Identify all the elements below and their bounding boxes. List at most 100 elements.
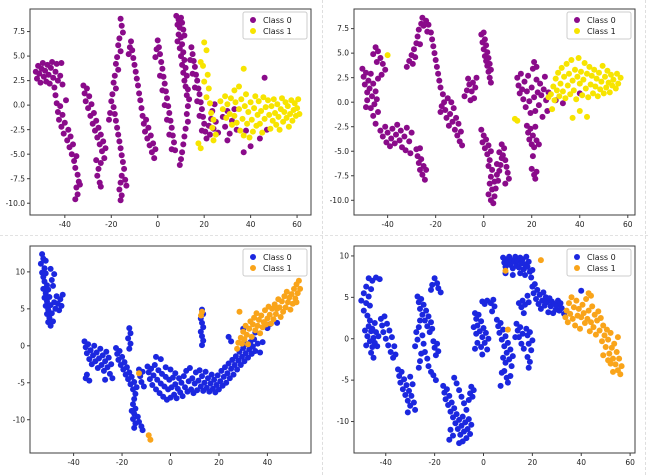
scatter-point (46, 294, 53, 300)
scatter-point (361, 81, 368, 88)
scatter-point (568, 294, 575, 301)
scatter-plot-top-left: -40 -20 0 20 40 60 7.5 5.0 2.5 0.0 -2.5 -5.0 -7.5 -10… (0, 0, 324, 237)
scatter-point (529, 337, 536, 344)
scatter-point (70, 141, 76, 148)
scatter-point (271, 301, 278, 308)
scatter-point (45, 286, 52, 293)
scatter-point (512, 334, 519, 341)
scatter-point (445, 122, 452, 129)
scatter-point (508, 363, 515, 370)
scatter-point (380, 329, 387, 336)
scatter-point (520, 310, 527, 317)
scatter-point (567, 91, 574, 98)
scatter-point (459, 413, 466, 420)
y-tick-label: -10.0 (330, 196, 350, 205)
scatter-point (425, 21, 432, 28)
scatter-point (42, 67, 49, 74)
scatter-point (57, 103, 64, 110)
scatter-point (588, 72, 595, 79)
scatter-point (294, 105, 301, 112)
scatter-point (179, 149, 186, 156)
scatter-point (182, 384, 188, 391)
scatter-point (225, 360, 232, 367)
scatter-point (295, 277, 302, 284)
scatter-point (223, 379, 230, 386)
scatter-point (52, 68, 59, 75)
scatter-point (59, 111, 66, 118)
scatter-point (375, 333, 382, 340)
scatter-point (402, 392, 409, 398)
scatter-point (256, 135, 263, 142)
y-tick-label: 2.5 (13, 76, 25, 85)
scatter-point (473, 330, 480, 337)
scatter-point (569, 77, 576, 84)
scatter-point (147, 132, 154, 139)
scatter-point (201, 120, 208, 127)
scatter-point (617, 74, 624, 81)
scatter-point (420, 301, 427, 308)
x-tick-label: 20 (527, 220, 537, 229)
scatter-point (233, 119, 240, 126)
scatter-point (540, 86, 547, 93)
scatter-point (122, 176, 129, 183)
legend-box (242, 11, 308, 40)
scatter-point (266, 111, 273, 118)
scatter-point (444, 95, 451, 102)
scatter-point (179, 19, 186, 26)
scatter-point (213, 382, 220, 388)
scatter-point (615, 80, 622, 87)
scatter-point (583, 296, 590, 302)
x-tick-label: -40 (381, 220, 393, 229)
scatter-point (526, 358, 533, 365)
x-tick-label: 20 (214, 458, 224, 467)
scatter-point (500, 354, 507, 361)
scatter-point (382, 335, 389, 342)
scatter-point (201, 39, 208, 46)
scatter-point (364, 312, 371, 319)
scatter-point (570, 304, 577, 311)
scatter-point (499, 152, 506, 159)
scatter-point (610, 76, 617, 83)
scatter-point (479, 334, 486, 341)
scatter-point (133, 384, 140, 391)
legend-marker (574, 28, 580, 34)
scatter-point (118, 192, 125, 199)
scatter-point (406, 138, 413, 145)
scatter-point (116, 348, 123, 354)
scatter-point (44, 298, 50, 305)
scatter-point (608, 71, 614, 78)
scatter-point (375, 109, 381, 115)
scatter-point (269, 117, 276, 124)
scatter-plot-bottom-left: -40 -20 0 20 40 10 5 0 -5 -10 Class 0 Class 1 (0, 237, 324, 475)
scatter-point (283, 114, 290, 121)
scatter-point (201, 379, 208, 386)
scatter-point (392, 351, 399, 358)
scatter-point (366, 85, 373, 92)
scatter-point (203, 135, 210, 142)
scatter-point (478, 126, 485, 133)
scatter-point (401, 376, 408, 383)
scatter-point (463, 87, 470, 94)
scatter-point (448, 99, 455, 106)
scatter-point (468, 421, 475, 428)
scatter-point (34, 75, 40, 82)
scatter-point (474, 339, 481, 346)
scatter-point (119, 353, 126, 360)
scatter-point (54, 77, 61, 84)
scatter-point (486, 60, 493, 67)
scatter-point (235, 357, 242, 364)
scatter-point (484, 346, 491, 353)
scatter-point (568, 57, 575, 63)
scatter-point (428, 319, 434, 326)
scatter-point (59, 81, 66, 88)
scatter-point (497, 320, 504, 326)
x-tick-label: 20 (528, 458, 538, 467)
scatter-point (408, 392, 415, 399)
scatter-point (401, 133, 408, 140)
scatter-point (489, 166, 496, 173)
scatter-point (162, 364, 169, 371)
scatter-point (531, 144, 538, 151)
scatter-point (384, 52, 391, 59)
scatter-point (396, 137, 403, 144)
scatter-point (433, 63, 440, 70)
